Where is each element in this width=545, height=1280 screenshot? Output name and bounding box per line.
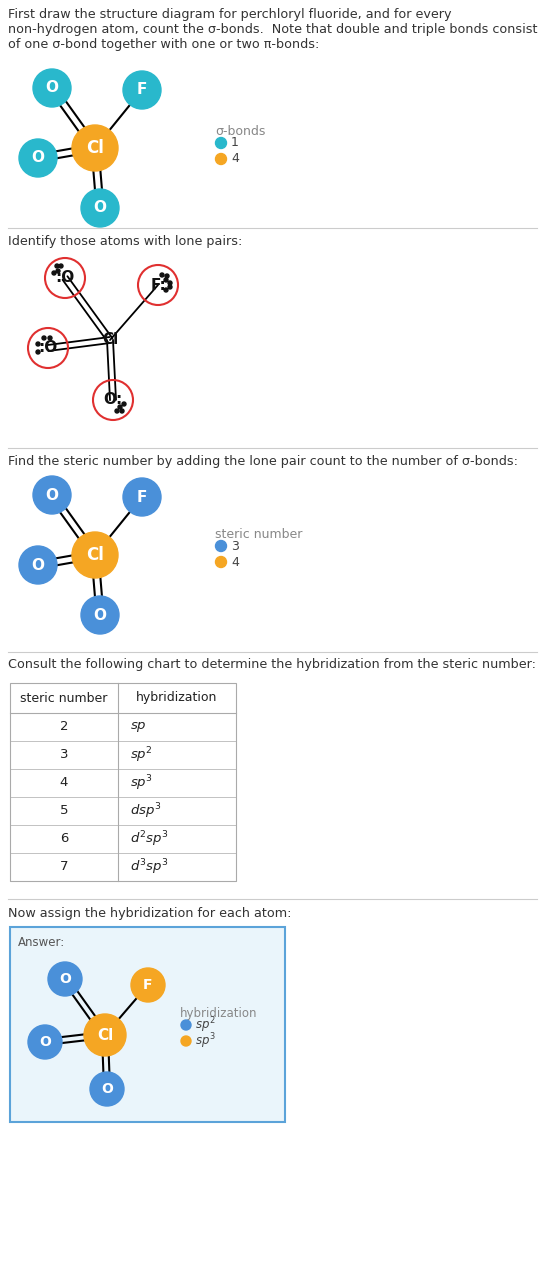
Circle shape <box>72 532 118 579</box>
Circle shape <box>215 557 227 567</box>
Circle shape <box>36 342 40 346</box>
Text: Find the steric number by adding the lone pair count to the number of σ-bonds:: Find the steric number by adding the lon… <box>8 454 518 468</box>
Circle shape <box>42 335 46 340</box>
Circle shape <box>28 1025 62 1059</box>
Text: :O: :O <box>38 340 58 356</box>
Text: Cl: Cl <box>102 333 118 347</box>
Text: 6: 6 <box>60 832 68 846</box>
Text: O: O <box>94 608 106 622</box>
Text: 4: 4 <box>231 556 239 568</box>
Text: O: O <box>45 488 58 503</box>
Circle shape <box>48 335 52 340</box>
Circle shape <box>52 271 56 275</box>
Circle shape <box>19 547 57 584</box>
Text: $dsp^3$: $dsp^3$ <box>130 801 161 820</box>
Text: Now assign the hybridization for each atom:: Now assign the hybridization for each at… <box>8 908 292 920</box>
Circle shape <box>165 274 169 278</box>
Text: O: O <box>32 151 45 165</box>
Text: 5: 5 <box>60 805 68 818</box>
Circle shape <box>81 596 119 634</box>
Circle shape <box>160 273 164 276</box>
Text: Cl: Cl <box>86 140 104 157</box>
FancyBboxPatch shape <box>10 927 285 1123</box>
Circle shape <box>118 404 122 410</box>
Bar <box>10 684 236 881</box>
Text: $sp^2$: $sp^2$ <box>130 745 153 764</box>
Text: steric number: steric number <box>20 691 108 704</box>
Text: $sp^3$: $sp^3$ <box>130 773 153 792</box>
Text: 7: 7 <box>60 860 68 873</box>
Circle shape <box>168 285 172 289</box>
Circle shape <box>164 288 168 292</box>
Text: Answer:: Answer: <box>18 936 65 948</box>
Text: Identify those atoms with lone pairs:: Identify those atoms with lone pairs: <box>8 236 243 248</box>
Circle shape <box>56 269 60 273</box>
Circle shape <box>19 140 57 177</box>
Circle shape <box>115 410 119 413</box>
Text: O: O <box>94 201 106 215</box>
Text: F:: F: <box>150 278 166 293</box>
Text: F: F <box>143 978 153 992</box>
Text: F: F <box>137 489 147 504</box>
Circle shape <box>55 264 59 268</box>
Text: σ-bonds: σ-bonds <box>215 125 265 138</box>
Circle shape <box>36 349 40 355</box>
Text: :O: :O <box>56 270 75 285</box>
Circle shape <box>72 125 118 172</box>
Text: O: O <box>59 972 71 986</box>
Text: hybridization: hybridization <box>136 691 217 704</box>
Circle shape <box>90 1073 124 1106</box>
Text: O: O <box>45 81 58 96</box>
Circle shape <box>48 963 82 996</box>
Text: O:: O: <box>104 393 123 407</box>
Text: O: O <box>101 1082 113 1096</box>
Text: O: O <box>39 1036 51 1050</box>
Text: $sp^2$: $sp^2$ <box>195 1015 216 1034</box>
Circle shape <box>59 264 63 268</box>
Text: 2: 2 <box>60 721 68 733</box>
Circle shape <box>164 278 168 282</box>
Text: 4: 4 <box>231 152 239 165</box>
Circle shape <box>168 282 172 285</box>
Text: F: F <box>137 82 147 97</box>
Circle shape <box>123 70 161 109</box>
Circle shape <box>84 1014 126 1056</box>
Text: 3: 3 <box>231 539 239 553</box>
Text: hybridization: hybridization <box>180 1007 257 1020</box>
Circle shape <box>122 402 126 406</box>
Text: 3: 3 <box>60 749 68 762</box>
Text: 4: 4 <box>60 777 68 790</box>
Text: First draw the structure diagram for perchloryl fluoride, and for every
non-hydr: First draw the structure diagram for per… <box>8 8 537 51</box>
Text: $sp$: $sp$ <box>130 719 147 733</box>
Circle shape <box>215 540 227 552</box>
Text: 1: 1 <box>231 137 239 150</box>
Text: Cl: Cl <box>86 547 104 564</box>
Circle shape <box>215 154 227 165</box>
Text: Consult the following chart to determine the hybridization from the steric numbe: Consult the following chart to determine… <box>8 658 536 671</box>
Circle shape <box>33 69 71 108</box>
Circle shape <box>123 477 161 516</box>
Circle shape <box>33 476 71 515</box>
Text: Cl: Cl <box>97 1028 113 1042</box>
Circle shape <box>81 189 119 227</box>
Text: O: O <box>32 558 45 572</box>
Circle shape <box>131 968 165 1002</box>
Text: $d^3sp^3$: $d^3sp^3$ <box>130 858 168 877</box>
Circle shape <box>120 410 124 413</box>
Circle shape <box>181 1020 191 1030</box>
Text: steric number: steric number <box>215 527 302 541</box>
Text: $d^2sp^3$: $d^2sp^3$ <box>130 829 168 849</box>
Text: $sp^3$: $sp^3$ <box>195 1032 216 1051</box>
Circle shape <box>215 137 227 148</box>
Circle shape <box>181 1036 191 1046</box>
